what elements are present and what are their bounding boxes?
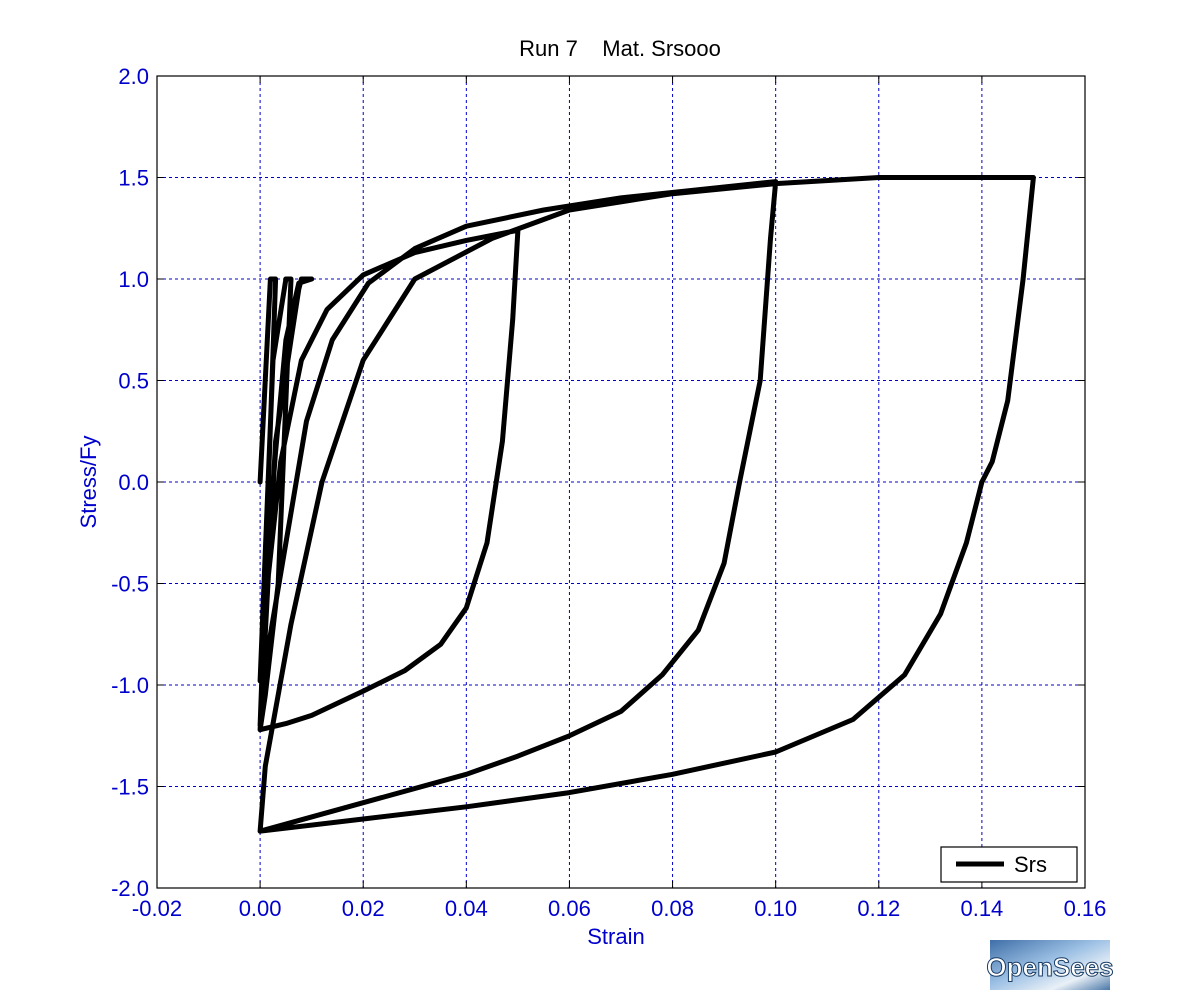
y-tick-label: 0.5: [118, 369, 149, 394]
x-tick-label: 0.14: [960, 896, 1003, 921]
y-tick-label: 1.0: [118, 267, 149, 292]
x-axis-label: Strain: [587, 924, 644, 949]
y-tick-label: -1.5: [111, 775, 149, 800]
y-tick-label: -0.5: [111, 572, 149, 597]
series-layer: [257, 175, 1036, 834]
y-tick-label: 2.0: [118, 64, 149, 89]
x-tick-label: 0.16: [1064, 896, 1107, 921]
x-tick-label: 0.08: [651, 896, 694, 921]
grid-lines: [157, 76, 1085, 888]
y-tick-label: -1.0: [111, 673, 149, 698]
x-tick-label: 0.02: [342, 896, 385, 921]
x-tick-label: 0.00: [239, 896, 282, 921]
legend: Srs: [940, 846, 1078, 883]
y-tick-label: -2.0: [111, 876, 149, 901]
y-ticks: 2.0 1.5 1.0 0.5 0.0 -0.5 -1.0 -1.5 -2.0: [111, 64, 1085, 901]
x-tick-label: 0.12: [857, 896, 900, 921]
plot-frame: [156, 75, 1086, 889]
x-tick-label: 0.04: [445, 896, 488, 921]
logo-text: OpenSees: [986, 952, 1113, 982]
y-tick-label: 1.5: [118, 166, 149, 191]
x-tick-label: 0.06: [548, 896, 591, 921]
x-tick-label: 0.10: [754, 896, 797, 921]
y-axis-label: Stress/Fy: [76, 436, 101, 529]
x-tick-label: -0.02: [132, 896, 182, 921]
y-tick-label: 0.0: [118, 470, 149, 495]
x-ticks: -0.02 0.00 0.02 0.04 0.06 0.08 0.10 0.12 0.14 0.1…: [132, 76, 1106, 921]
legend-label-srs: Srs: [1014, 852, 1047, 877]
series-line-srs: [257, 175, 1036, 834]
chart-title: Run 7 Mat. Srsooo: [519, 36, 721, 61]
logo-background: [990, 940, 1110, 990]
opensees-logo: OpenSees: [986, 940, 1114, 990]
